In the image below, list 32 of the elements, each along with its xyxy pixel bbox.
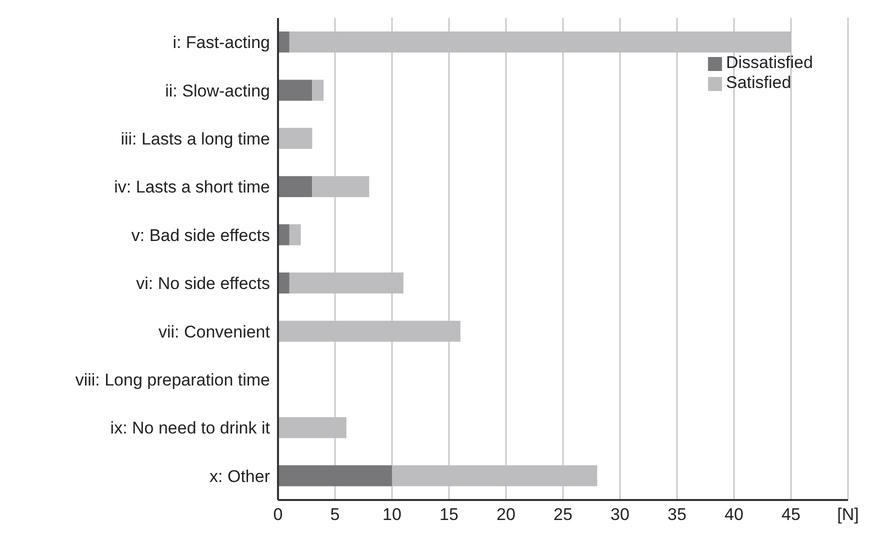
- x-tick-label: 35: [668, 505, 686, 524]
- x-tick-label: 45: [782, 505, 800, 524]
- bar: [289, 224, 301, 246]
- legend-label: Satisfied: [726, 73, 792, 92]
- legend-label: Dissatisfied: [726, 53, 813, 72]
- x-tick-label: 0: [273, 505, 283, 524]
- bar: [278, 272, 290, 294]
- y-tick-label: ix: No need to drink it: [110, 418, 270, 438]
- x-tick-label: [N]: [837, 505, 859, 524]
- y-tick-label: viii: Long preparation time: [75, 370, 270, 390]
- y-tick-label: iv: Lasts a short time: [114, 178, 270, 197]
- bar: [278, 224, 290, 246]
- x-tick-label: 15: [440, 505, 458, 524]
- bar: [278, 176, 312, 198]
- x-tick-label: 20: [496, 505, 516, 524]
- bar: [312, 80, 324, 101]
- y-tick-label: i: Fast-acting: [172, 33, 270, 52]
- y-tick-label: iii: Lasts a long time: [120, 130, 270, 149]
- y-tick-label: ii: Slow-acting: [165, 81, 270, 100]
- bar: [278, 465, 392, 486]
- y-tick-label: vi: No side effects: [136, 274, 270, 294]
- y-tick-label: vii: Convenient: [158, 322, 270, 342]
- bar: [278, 80, 312, 101]
- x-tick-label: 40: [724, 505, 744, 524]
- y-tick-label: v: Bad side effects: [131, 226, 270, 245]
- bar: [278, 128, 312, 149]
- x-tick-label: 10: [382, 505, 402, 524]
- bar: [278, 31, 290, 52]
- x-tick-label: 25: [554, 505, 572, 524]
- x-tick-label: 30: [610, 505, 630, 524]
- y-tick-label: x: Other: [210, 466, 270, 486]
- x-tick-label: 5: [330, 505, 340, 524]
